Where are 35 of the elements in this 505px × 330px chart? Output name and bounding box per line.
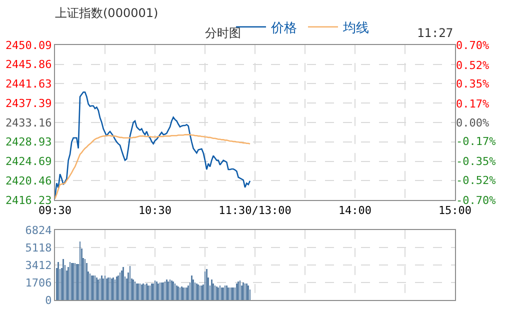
x-tick-label: 11:30/13:00 xyxy=(218,204,292,218)
y2-tick-label: 0.00% xyxy=(456,116,490,130)
y-tick-label: 2428.93 xyxy=(5,136,52,149)
x-tick-label: 15:00 xyxy=(438,204,472,218)
y2-tick-label: -0.35% xyxy=(456,155,496,168)
y2-tick-label: 0.70% xyxy=(456,38,490,52)
y-tick-label: 2420.46 xyxy=(5,174,52,188)
y-tick-label: 2437.39 xyxy=(5,96,52,110)
legend-label: 价格 xyxy=(270,20,297,36)
y-tick-label: 2441.63 xyxy=(5,78,52,91)
y-tick-label: 2416.23 xyxy=(5,194,52,207)
y-tick-label: 0 xyxy=(45,294,52,307)
line-series xyxy=(55,91,251,198)
y-tick-label: 2433.16 xyxy=(5,116,52,130)
text: 11:27 xyxy=(417,26,454,40)
x-tick-label: 10:30 xyxy=(138,204,172,218)
y2-tick-label: 0.17% xyxy=(456,98,490,111)
y-tick-label: 2450.09 xyxy=(5,38,52,52)
chart-title: 上证指数(000001) xyxy=(55,6,158,20)
x-tick-label: 14:00 xyxy=(338,204,372,218)
y-tick-label: 6824 xyxy=(25,224,52,237)
y2-tick-label: -0.17% xyxy=(456,135,496,148)
y-tick-label: 1706 xyxy=(25,276,52,290)
x-tick-label: 09:30 xyxy=(38,204,72,218)
y2-tick-label: 0.52% xyxy=(456,58,490,72)
y2-tick-label: 0.35% xyxy=(456,78,490,91)
y-tick-label: 2445.86 xyxy=(5,58,52,72)
y-tick-label: 5118 xyxy=(25,241,52,254)
y-tick-label: 3412 xyxy=(25,258,52,272)
y2-tick-label: -0.52% xyxy=(456,174,496,187)
chart-subtitle: 分时图 xyxy=(205,26,241,40)
y2-tick-label: -0.70% xyxy=(456,194,496,207)
y-tick-label: 2424.69 xyxy=(5,155,52,168)
legend-label: 均线 xyxy=(342,20,369,36)
line-series xyxy=(55,134,251,200)
